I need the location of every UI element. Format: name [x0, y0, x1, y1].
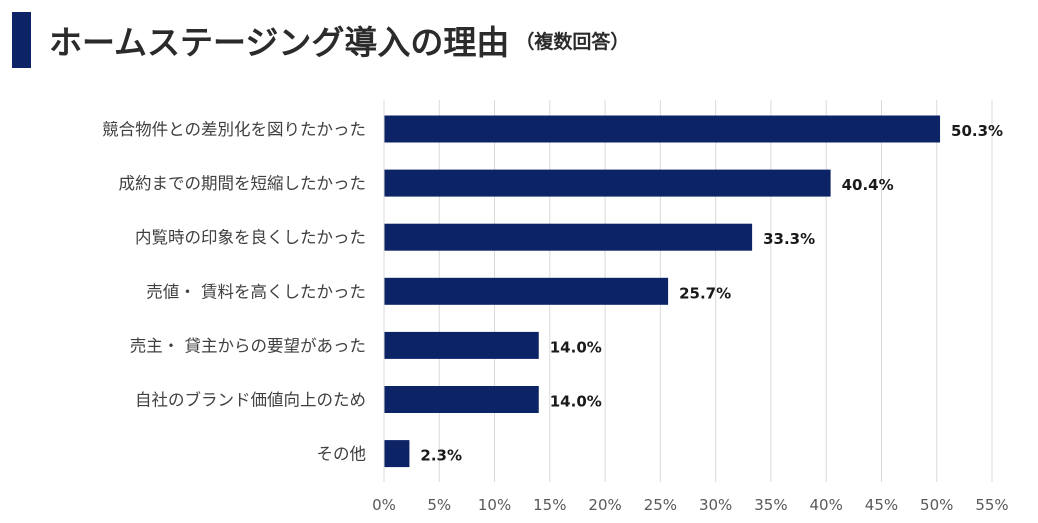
- chart-title: ホームステージング導入の理由: [49, 23, 510, 62]
- bar: [384, 169, 831, 197]
- x-tick-label: 10%: [478, 496, 511, 514]
- data-label: 40.4%: [842, 176, 894, 194]
- x-tick-label: 35%: [754, 496, 787, 514]
- x-tick-label: 50%: [920, 496, 953, 514]
- chart-header: ホームステージング導入の理由 （複数回答）: [12, 12, 629, 68]
- bar: [384, 331, 539, 359]
- category-label: 成約までの期間を短縮したかった: [119, 174, 367, 193]
- x-tick-label: 55%: [975, 496, 1008, 514]
- x-tick-label: 25%: [644, 496, 677, 514]
- x-tick-label: 5%: [427, 496, 451, 514]
- category-label: その他: [317, 445, 367, 464]
- category-label: 内覧時の印象を良くしたかった: [135, 227, 366, 247]
- bar: [384, 386, 539, 413]
- category-label: 売主・ 貸主からの要望があった: [130, 336, 366, 355]
- data-label: 2.3%: [420, 447, 462, 465]
- data-label: 33.3%: [763, 230, 815, 248]
- x-tick-label: 15%: [533, 496, 566, 514]
- category-label: 競合物件との差別化を図りたかった: [102, 120, 366, 139]
- bar: [384, 440, 410, 468]
- data-label: 14.0%: [550, 393, 602, 411]
- chart-subtitle: （複数回答）: [515, 30, 630, 53]
- bar: [384, 277, 669, 305]
- bar: [384, 115, 941, 143]
- x-tick-label: 20%: [588, 496, 621, 514]
- category-label: 売値・ 賃料を高くしたかった: [146, 282, 366, 301]
- category-label: 自社のブランド価値向上のため: [135, 390, 366, 410]
- title-accent-bar: [12, 12, 31, 68]
- data-label: 25.7%: [679, 284, 731, 302]
- x-tick-label: 40%: [810, 496, 843, 514]
- x-tick-label: 30%: [699, 496, 732, 514]
- bar: [384, 223, 753, 251]
- data-label: 50.3%: [951, 122, 1003, 140]
- x-tick-label: 0%: [372, 496, 396, 514]
- x-tick-label: 45%: [865, 496, 898, 514]
- data-label: 14.0%: [550, 338, 602, 356]
